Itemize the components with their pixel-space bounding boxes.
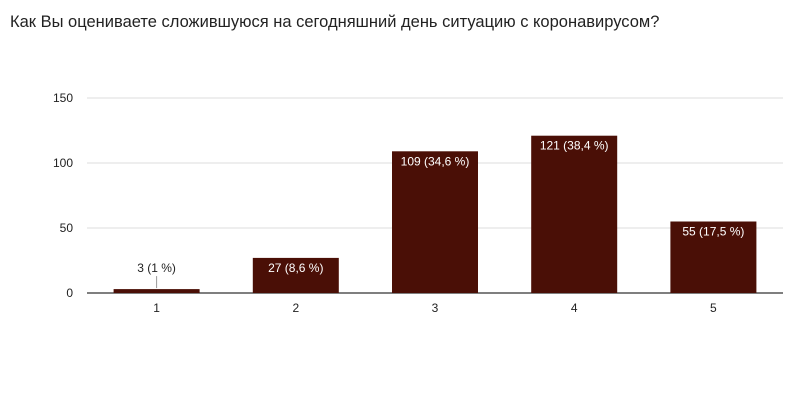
x-tick-label: 5 xyxy=(710,301,717,315)
bar xyxy=(113,289,200,293)
bar xyxy=(252,257,339,293)
chart-title: Как Вы оцениваете сложившуюся на сегодня… xyxy=(10,13,660,31)
y-tick-label: 100 xyxy=(53,156,73,170)
data-labels: 3 (1 %) 27 (8,6 %) 109 (34,6 %) 121 (38,4 %… xyxy=(137,139,744,289)
y-axis-ticks: 0 50 100 150 xyxy=(53,91,73,300)
bar xyxy=(670,221,757,293)
y-tick-label: 0 xyxy=(66,286,73,300)
x-tick-label: 2 xyxy=(292,301,299,315)
data-label: 109 (34,6 %) xyxy=(401,154,470,168)
y-tick-label: 150 xyxy=(53,91,73,105)
y-tick-label: 50 xyxy=(60,221,74,235)
x-tick-label: 3 xyxy=(432,301,439,315)
bar xyxy=(531,135,618,293)
data-label: 121 (38,4 %) xyxy=(540,139,609,153)
data-label: 27 (8,6 %) xyxy=(268,261,323,275)
x-tick-label: 4 xyxy=(571,301,578,315)
bars xyxy=(113,135,757,293)
x-axis-ticks: 1 2 3 4 5 xyxy=(153,301,717,315)
bar xyxy=(392,151,478,293)
data-label: 3 (1 %) xyxy=(137,261,176,275)
data-label: 55 (17,5 %) xyxy=(682,225,744,239)
x-tick-label: 1 xyxy=(153,301,160,315)
